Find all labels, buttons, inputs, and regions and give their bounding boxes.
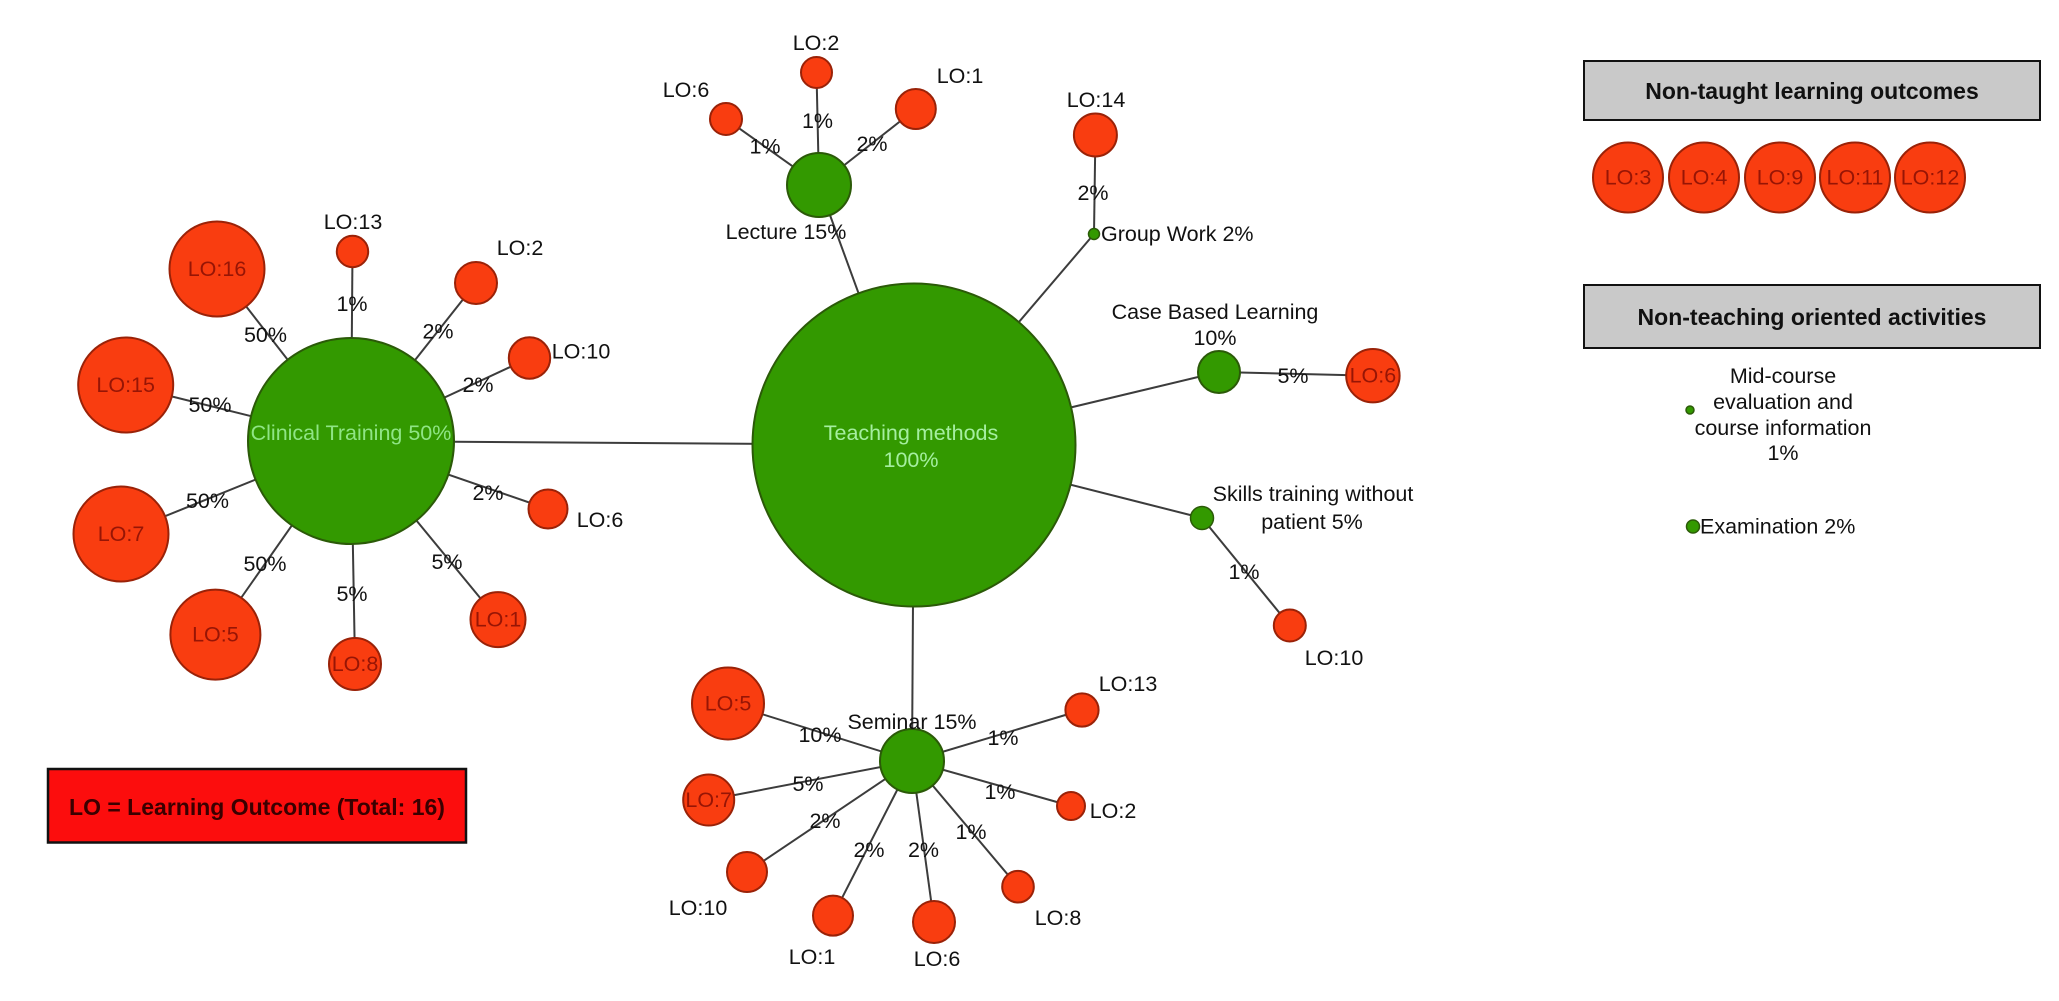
svg-text:LO:6: LO:6	[1350, 364, 1397, 388]
svg-text:50%: 50%	[186, 489, 229, 513]
svg-text:2%: 2%	[853, 838, 884, 862]
svg-text:Seminar 15%: Seminar 15%	[847, 710, 976, 734]
svg-text:LO:15: LO:15	[96, 373, 155, 397]
svg-text:2%: 2%	[472, 481, 503, 505]
svg-text:LO:10: LO:10	[1305, 646, 1364, 670]
svg-text:LO:5: LO:5	[705, 692, 752, 716]
svg-text:course information: course information	[1695, 416, 1872, 440]
svg-text:LO:7: LO:7	[685, 788, 732, 812]
svg-text:Lecture 15%: Lecture 15%	[726, 220, 847, 244]
svg-text:LO:10: LO:10	[552, 340, 611, 364]
svg-text:100%: 100%	[884, 448, 939, 472]
svg-text:LO:2: LO:2	[1090, 799, 1137, 823]
svg-text:1%: 1%	[987, 726, 1018, 750]
svg-text:LO:13: LO:13	[1099, 672, 1158, 696]
svg-text:LO:2: LO:2	[497, 236, 544, 260]
svg-text:Skills training without: Skills training without	[1213, 482, 1414, 506]
svg-text:10%: 10%	[798, 723, 841, 747]
svg-text:LO:6: LO:6	[914, 947, 961, 971]
svg-text:LO:5: LO:5	[192, 623, 239, 647]
svg-text:1%: 1%	[1228, 560, 1259, 584]
svg-text:1%: 1%	[336, 292, 367, 316]
svg-text:Mid-course: Mid-course	[1730, 364, 1836, 388]
svg-text:LO:13: LO:13	[324, 210, 383, 234]
svg-text:LO:8: LO:8	[1035, 906, 1082, 930]
svg-text:Case Based Learning: Case Based Learning	[1112, 300, 1319, 324]
svg-text:Group Work 2%: Group Work 2%	[1101, 222, 1254, 246]
svg-text:LO:1: LO:1	[475, 608, 522, 632]
svg-text:LO:4: LO:4	[1681, 166, 1728, 190]
svg-text:50%: 50%	[188, 393, 231, 417]
svg-text:LO:2: LO:2	[793, 31, 840, 55]
svg-text:5%: 5%	[1277, 364, 1308, 388]
svg-text:10%: 10%	[1193, 326, 1236, 350]
svg-text:2%: 2%	[422, 320, 453, 344]
svg-text:LO:3: LO:3	[1605, 166, 1652, 190]
svg-text:patient 5%: patient 5%	[1261, 510, 1363, 534]
svg-text:LO = Learning Outcome (Total:: LO = Learning Outcome (Total: 16)	[69, 794, 445, 820]
svg-text:2%: 2%	[908, 838, 939, 862]
svg-text:1%: 1%	[802, 109, 833, 133]
svg-text:50%: 50%	[243, 552, 286, 576]
svg-text:LO:11: LO:11	[1827, 166, 1884, 190]
svg-text:LO:16: LO:16	[188, 257, 247, 281]
svg-text:Non-taught learning outcomes: Non-taught learning outcomes	[1645, 78, 1979, 104]
svg-text:LO:8: LO:8	[332, 652, 379, 676]
svg-text:5%: 5%	[792, 772, 823, 796]
svg-text:Non-teaching oriented activiti: Non-teaching oriented activities	[1638, 304, 1987, 330]
svg-text:Teaching methods: Teaching methods	[824, 421, 999, 445]
svg-text:2%: 2%	[856, 132, 887, 156]
svg-text:2%: 2%	[809, 809, 840, 833]
svg-text:2%: 2%	[1077, 181, 1108, 205]
svg-text:1%: 1%	[749, 135, 780, 159]
svg-text:LO:1: LO:1	[937, 64, 984, 88]
svg-text:1%: 1%	[1767, 441, 1798, 465]
svg-text:LO:6: LO:6	[577, 508, 624, 532]
svg-text:LO:6: LO:6	[663, 78, 710, 102]
svg-text:2%: 2%	[462, 373, 493, 397]
svg-text:LO:14: LO:14	[1067, 88, 1126, 112]
svg-text:1%: 1%	[984, 780, 1015, 804]
svg-text:5%: 5%	[336, 582, 367, 606]
svg-text:50%: 50%	[244, 323, 287, 347]
svg-text:LO:1: LO:1	[789, 945, 836, 969]
svg-text:1%: 1%	[955, 820, 986, 844]
svg-text:5%: 5%	[431, 550, 462, 574]
svg-text:LO:12: LO:12	[1901, 166, 1960, 190]
svg-text:Examination 2%: Examination 2%	[1700, 515, 1855, 539]
svg-text:evaluation and: evaluation and	[1713, 390, 1853, 414]
svg-text:Clinical Training 50%: Clinical Training 50%	[251, 421, 452, 445]
svg-text:LO:10: LO:10	[669, 896, 728, 920]
svg-text:LO:9: LO:9	[1757, 166, 1804, 190]
svg-text:LO:7: LO:7	[98, 522, 145, 546]
